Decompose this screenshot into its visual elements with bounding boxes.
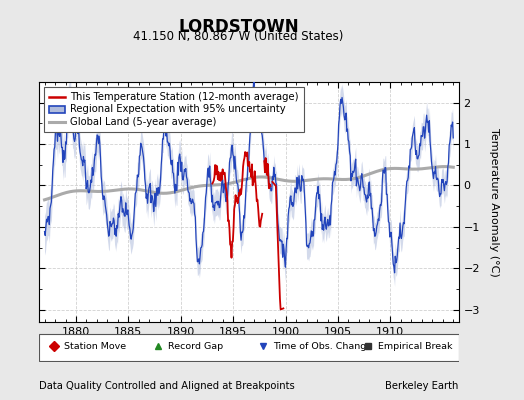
FancyBboxPatch shape [39, 334, 459, 360]
Text: Empirical Break: Empirical Break [378, 342, 453, 351]
Legend: This Temperature Station (12-month average), Regional Expectation with 95% uncer: This Temperature Station (12-month avera… [45, 87, 304, 132]
Text: Station Move: Station Move [63, 342, 126, 351]
Text: 41.150 N, 80.867 W (United States): 41.150 N, 80.867 W (United States) [133, 30, 344, 43]
Y-axis label: Temperature Anomaly (°C): Temperature Anomaly (°C) [489, 128, 499, 276]
Text: Time of Obs. Change: Time of Obs. Change [273, 342, 373, 351]
Text: LORDSTOWN: LORDSTOWN [178, 18, 299, 36]
Text: Data Quality Controlled and Aligned at Breakpoints: Data Quality Controlled and Aligned at B… [39, 381, 295, 391]
Text: Berkeley Earth: Berkeley Earth [385, 381, 458, 391]
Text: Record Gap: Record Gap [168, 342, 224, 351]
